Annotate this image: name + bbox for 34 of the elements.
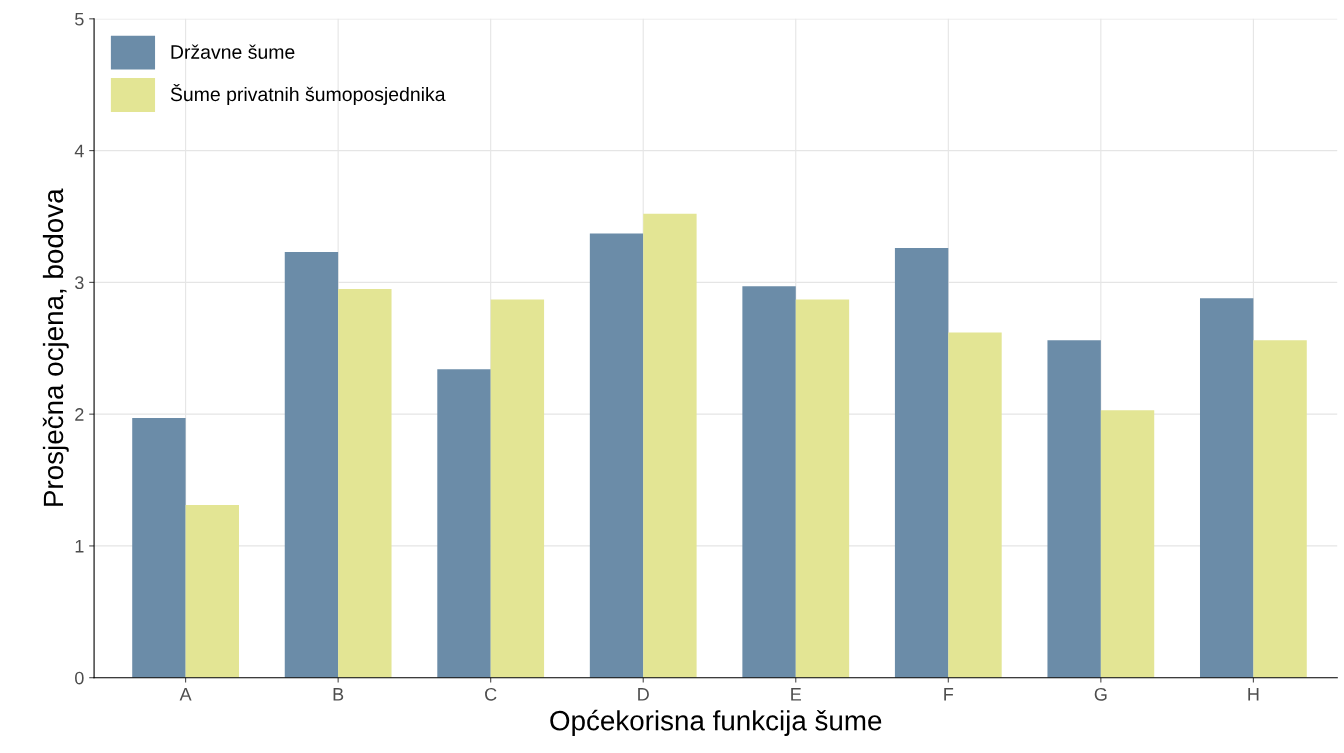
bar (490, 299, 545, 678)
y-tick-label: 3 (75, 276, 84, 290)
x-tick-label: E (791, 688, 802, 701)
x-tick-label: H (1248, 688, 1259, 701)
x-tick-label: B (333, 688, 344, 701)
bar (1199, 298, 1254, 678)
bar (338, 288, 392, 678)
bar (284, 252, 339, 678)
bar (948, 332, 1002, 678)
bar (1047, 340, 1101, 678)
bar (1100, 410, 1155, 678)
bar (589, 233, 644, 678)
bar (742, 286, 796, 678)
y-axis-title: Prosječna ocjena, bodova (42, 188, 69, 506)
legend-label: Šume privatnih šumoposjednika (170, 83, 446, 106)
y-tick-label: 5 (75, 12, 84, 26)
y-tick-label: 0 (75, 671, 84, 685)
x-tick-label: F (944, 688, 954, 701)
bar (894, 248, 949, 678)
y-tick-label: 4 (74, 144, 84, 158)
bar (132, 418, 186, 678)
x-tick-label: D (638, 688, 649, 701)
bar (185, 505, 239, 678)
y-tick-label: 2 (75, 408, 84, 421)
x-tick-label: G (1094, 687, 1107, 701)
bar (795, 299, 850, 678)
legend-label: Državne šume (171, 44, 295, 59)
y-tick-label: 1 (75, 540, 84, 553)
x-tick-label: C (485, 687, 497, 701)
x-tick-label: A (179, 688, 192, 701)
bar (437, 369, 491, 678)
x-axis-title: Općekorisna funkcija šume (550, 709, 882, 737)
bar (643, 213, 697, 678)
bar (1253, 340, 1307, 678)
